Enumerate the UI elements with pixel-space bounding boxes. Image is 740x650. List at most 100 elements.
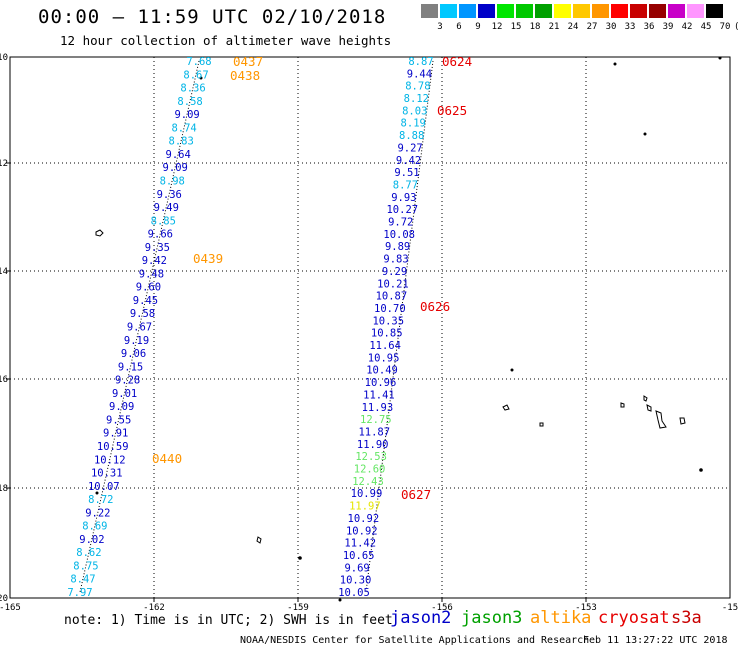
color-swatch bbox=[554, 4, 571, 18]
wave-height-value: 8.58 bbox=[177, 96, 202, 108]
wave-height-value: 10.85 bbox=[371, 328, 403, 340]
color-scale-label: 45 bbox=[700, 22, 712, 32]
footer-timestamp: Feb 11 13:27:22 UTC 2018 bbox=[583, 635, 728, 646]
wave-height-value: 9.09 bbox=[174, 109, 199, 121]
wave-height-value: 10.70 bbox=[374, 303, 406, 315]
color-scale-label: 30 bbox=[605, 22, 617, 32]
color-swatch bbox=[440, 4, 457, 18]
wave-height-value: 8.12 bbox=[404, 93, 429, 105]
island bbox=[679, 417, 686, 425]
map-frame bbox=[9, 56, 731, 599]
wave-height-value: 9.67 bbox=[127, 322, 152, 334]
wave-height-value: 11.97 bbox=[349, 501, 381, 513]
pass-time-label: 0439 bbox=[193, 251, 223, 266]
island bbox=[502, 404, 510, 411]
color-swatch bbox=[611, 4, 628, 18]
ground-track bbox=[365, 60, 434, 593]
satellite-legend-item: jason3 bbox=[461, 608, 523, 628]
pass-time-label: 0440 bbox=[152, 451, 182, 466]
wave-height-value: 10.59 bbox=[97, 441, 129, 453]
wave-height-value: 11.87 bbox=[358, 426, 390, 438]
island bbox=[256, 536, 262, 544]
wave-height-value: 10.07 bbox=[88, 481, 120, 493]
wave-height-value: 12.53 bbox=[355, 451, 387, 463]
pass-time-label: 0438 bbox=[230, 68, 260, 83]
wave-height-value: 8.88 bbox=[399, 130, 424, 142]
lat-lon-grid bbox=[6, 56, 731, 602]
wave-height-value: 9.83 bbox=[383, 254, 408, 266]
island bbox=[613, 62, 617, 66]
wave-height-value: 10.05 bbox=[338, 587, 370, 599]
wave-height-value: 10.92 bbox=[346, 525, 378, 537]
wave-height-value: 8.36 bbox=[180, 83, 205, 95]
wave-height-value: 8.62 bbox=[76, 547, 101, 559]
wave-height-value: 9.60 bbox=[136, 282, 161, 294]
color-swatch bbox=[535, 4, 552, 18]
color-swatch bbox=[592, 4, 609, 18]
color-scale-label: 42 bbox=[681, 22, 693, 32]
altimeter-tracks: 7.688.678.368.589.098.748.839.649.098.98… bbox=[67, 56, 433, 599]
lat-label: -10 bbox=[0, 53, 8, 63]
wave-height-value: 9.22 bbox=[85, 507, 110, 519]
wave-height-value: 9.29 bbox=[382, 266, 407, 278]
wave-height-value: 8.67 bbox=[183, 69, 208, 81]
island bbox=[620, 402, 625, 408]
wave-height-value: 12.43 bbox=[352, 476, 384, 488]
wave-height-value: 9.64 bbox=[166, 149, 191, 161]
lat-label: -16 bbox=[0, 375, 8, 385]
lon-label: -159 bbox=[287, 603, 309, 613]
wave-height-value: 9.89 bbox=[385, 241, 410, 253]
wave-height-value: 8.78 bbox=[405, 81, 430, 93]
wave-height-value: 10.30 bbox=[340, 575, 372, 587]
color-scale-label: 6 bbox=[456, 22, 462, 32]
satellite-legend-item: cryosat bbox=[598, 608, 670, 628]
wave-height-value: 9.35 bbox=[145, 242, 170, 254]
wave-height-value: 8.85 bbox=[151, 215, 176, 227]
wave-height-value: 9.06 bbox=[121, 348, 146, 360]
wave-height-value: 9.48 bbox=[139, 268, 164, 280]
wave-height-value: 10.92 bbox=[348, 513, 380, 525]
color-scale-label: 39 bbox=[662, 22, 674, 32]
color-scale-label: 70 bbox=[719, 22, 731, 32]
color-scale-label: 27 bbox=[586, 22, 598, 32]
island bbox=[338, 598, 342, 602]
color-swatch bbox=[649, 4, 666, 18]
pass-time-label: 0625 bbox=[437, 103, 467, 118]
island bbox=[646, 404, 652, 412]
wave-height-value: 8.47 bbox=[70, 574, 95, 586]
island bbox=[718, 56, 722, 60]
map-subtitle: 12 hour collection of altimeter wave hei… bbox=[60, 33, 392, 48]
color-swatch bbox=[516, 4, 533, 18]
satellite-legend-item: jason2 bbox=[390, 608, 452, 628]
axis-labels: -10 -12 -14 -16 -18 -20-165 -162 -159 -156 -153 -1… bbox=[0, 53, 738, 613]
footer-credit: NOAA/NESDIS Center for Satellite Applica… bbox=[240, 635, 590, 646]
wave-height-value: 9.93 bbox=[391, 192, 416, 204]
lat-label: -20 bbox=[0, 594, 8, 604]
wave-height-value: 9.36 bbox=[157, 189, 182, 201]
island bbox=[95, 229, 104, 237]
wave-height-value: 7.97 bbox=[67, 587, 92, 599]
wave-height-value: 10.27 bbox=[386, 204, 418, 216]
wave-height-value: 10.31 bbox=[91, 468, 123, 480]
color-swatch bbox=[573, 4, 590, 18]
lon-label: -153 bbox=[575, 603, 597, 613]
wave-height-value: 10.12 bbox=[94, 454, 126, 466]
lon-label: -165 bbox=[0, 603, 21, 613]
wave-height-value: 9.15 bbox=[118, 361, 143, 373]
lon-label: -15 bbox=[722, 603, 738, 613]
wave-height-value: 10.95 bbox=[368, 352, 400, 364]
wave-height-value: 9.01 bbox=[112, 388, 137, 400]
color-swatch bbox=[706, 4, 723, 18]
wave-height-value: 10.21 bbox=[377, 278, 409, 290]
wave-height-value: 9.58 bbox=[130, 308, 155, 320]
wave-height-value: 9.51 bbox=[394, 167, 419, 179]
color-scale-label: 18 bbox=[529, 22, 541, 32]
color-swatch bbox=[478, 4, 495, 18]
pass-time-label: 0437 bbox=[233, 54, 263, 69]
color-scale-label: 21 bbox=[548, 22, 560, 32]
color-swatch bbox=[630, 4, 647, 18]
wave-height-value: 8.83 bbox=[169, 136, 194, 148]
color-swatch bbox=[497, 4, 514, 18]
wave-height-value: 8.19 bbox=[401, 118, 426, 130]
